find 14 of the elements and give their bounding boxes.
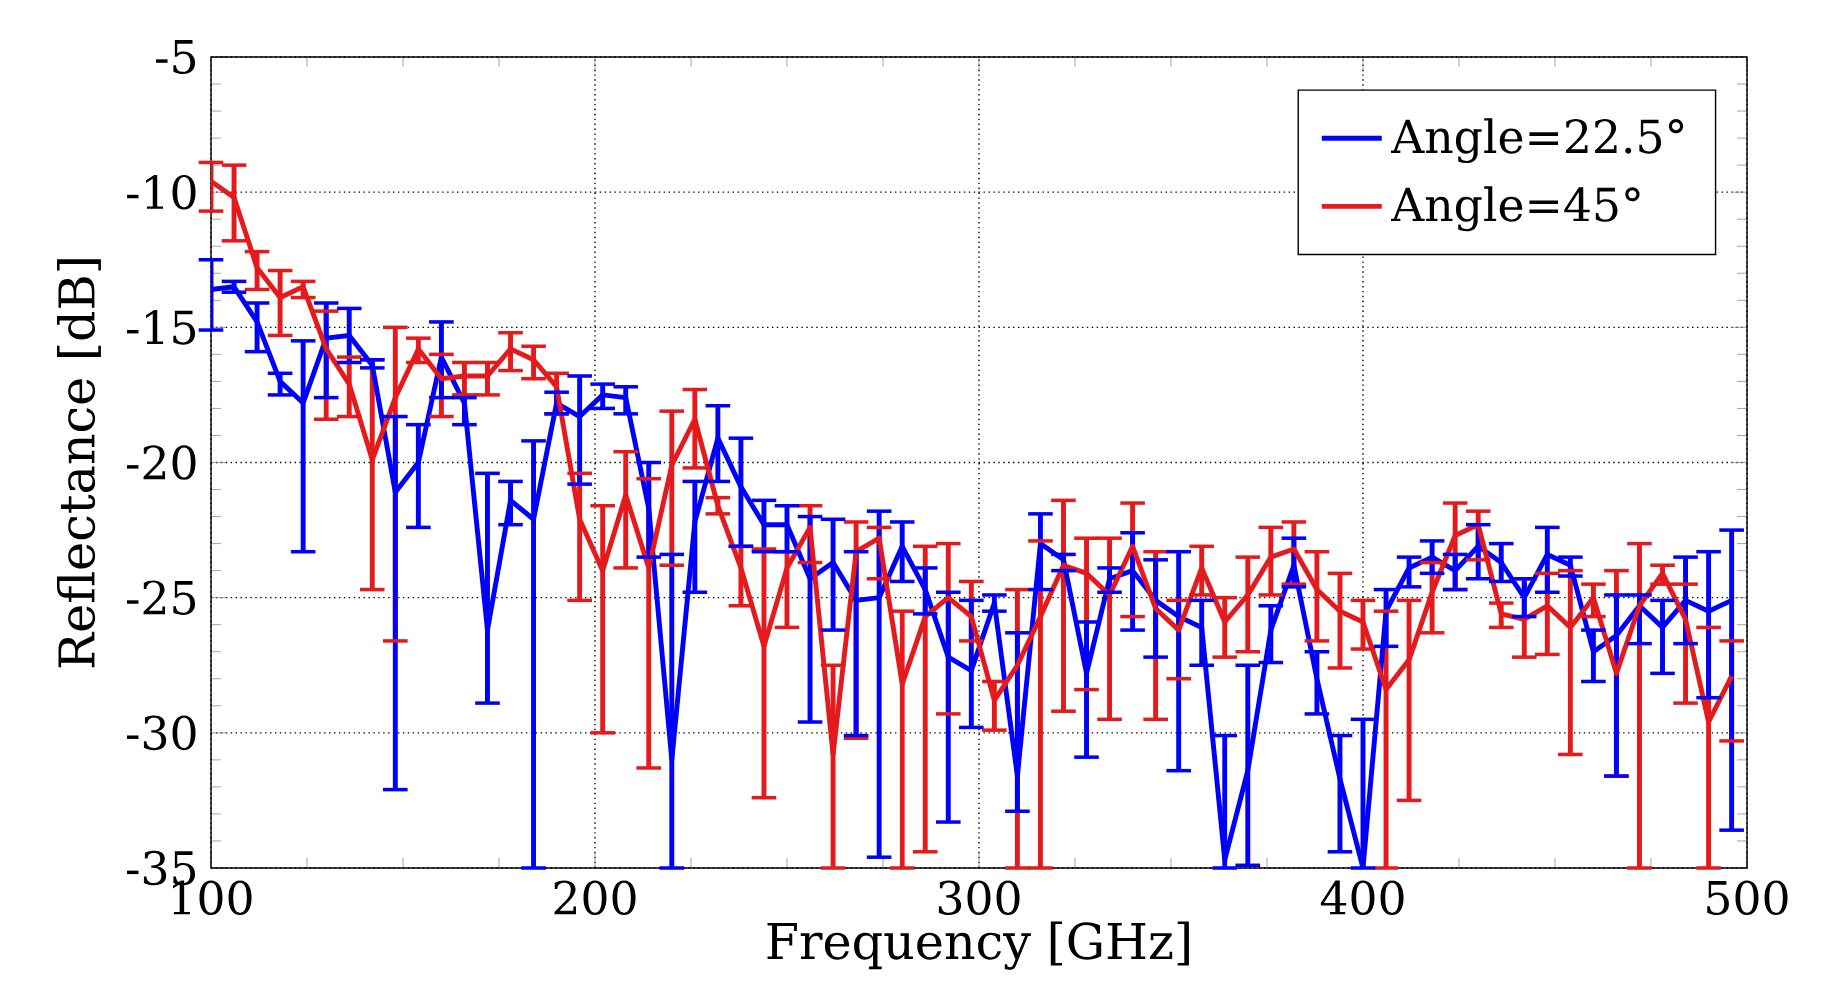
x-tick-label: 500 [1707,880,1788,915]
y-tick-label: -20 [126,445,196,480]
y-tick-label: -15 [126,310,196,345]
y-tick-label: -10 [126,174,196,210]
x-tick-label: 300 [938,880,1020,915]
y-tick-label: -5 [156,40,196,74]
x-tick-label: 400 [1320,880,1404,915]
y-axis-title: Reflectance [dB] [57,259,101,668]
x-tick-label: 200 [554,880,636,915]
y-tick-label: -25 [126,580,196,615]
legend-label: Angle=22.5° [1390,118,1684,164]
x-axis-title: Frequency [GHz] [767,921,1189,970]
legend-label: Angle=45° [1390,186,1640,232]
y-tick-label: -30 [126,715,196,751]
